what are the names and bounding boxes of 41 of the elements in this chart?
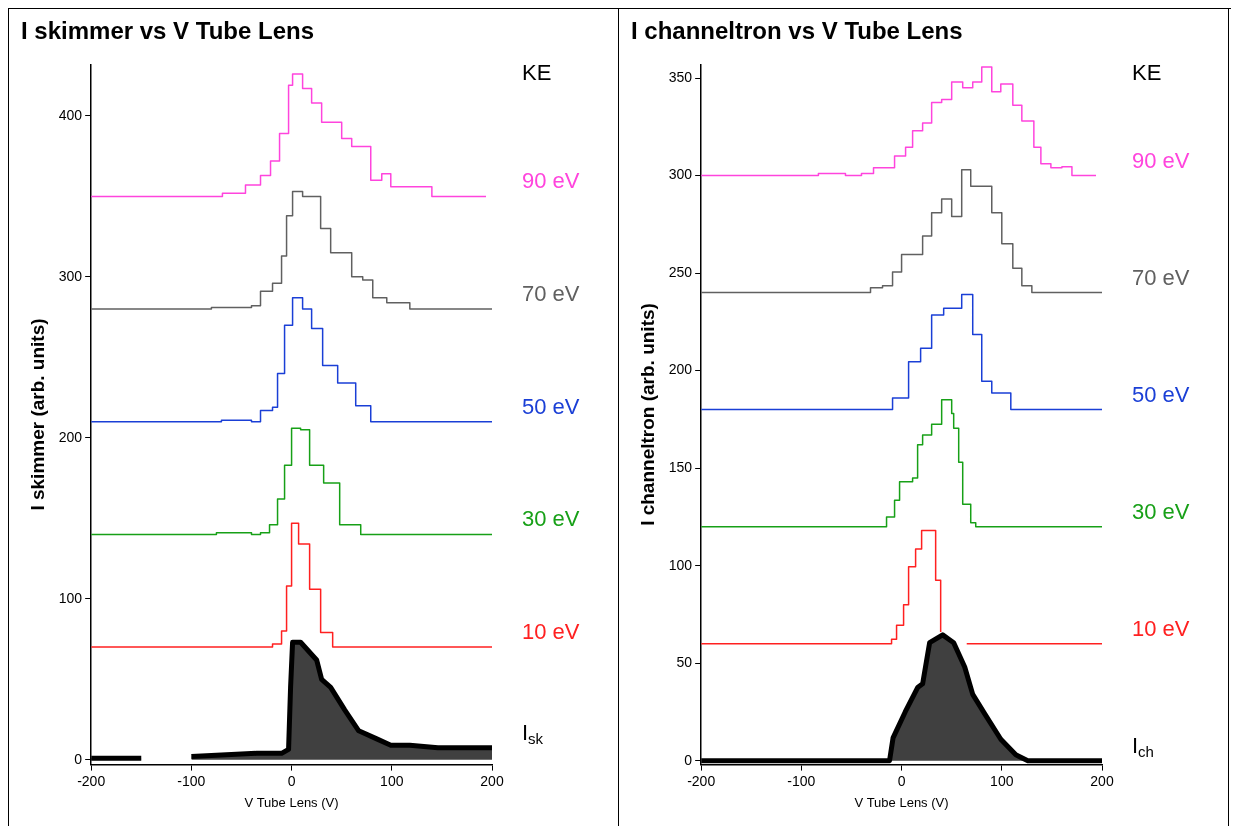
y-axis-title: I channeltron (arb. units) bbox=[636, 303, 658, 526]
series-label: 50 eV bbox=[522, 393, 580, 419]
x-tick-label: 100 bbox=[380, 772, 404, 789]
x-tick-label: -200 bbox=[687, 772, 716, 789]
y-tick-label: 0 bbox=[74, 750, 83, 767]
y-tick-label: 300 bbox=[668, 166, 693, 183]
y-tick-label: 50 bbox=[676, 654, 693, 671]
y-tick-label: 400 bbox=[58, 106, 83, 123]
series-label: 10 eV bbox=[522, 619, 580, 645]
x-axis-title: V Tube Lens (V) bbox=[854, 794, 949, 810]
series-label: 90 eV bbox=[1132, 147, 1190, 173]
y-tick-label: 200 bbox=[668, 361, 693, 378]
series-label: 70 eV bbox=[522, 281, 580, 307]
y-tick-label: 150 bbox=[668, 459, 693, 475]
y-tick-label: 200 bbox=[58, 428, 83, 445]
legend-title: KE bbox=[1132, 60, 1162, 86]
x-tick-label: 0 bbox=[897, 772, 906, 789]
y-axis-title: I skimmer (arb. units) bbox=[26, 318, 48, 511]
y-tick-label: 250 bbox=[668, 263, 693, 280]
y-tick-label: 350 bbox=[668, 68, 693, 85]
legend-title: KE bbox=[522, 60, 552, 86]
x-tick-label: -100 bbox=[177, 772, 206, 789]
y-tick-label: 0 bbox=[684, 751, 693, 768]
x-tick-label: 0 bbox=[287, 772, 296, 789]
series-label: 90 eV bbox=[522, 168, 580, 194]
y-tick-label: 100 bbox=[58, 589, 83, 606]
series-label: 30 eV bbox=[1132, 498, 1190, 524]
chart-title: I skimmer vs V Tube Lens bbox=[20, 16, 315, 46]
x-tick-label: -100 bbox=[787, 772, 816, 789]
series-label: 50 eV bbox=[1132, 381, 1190, 407]
x-tick-label: 200 bbox=[480, 772, 504, 789]
y-tick-label: 300 bbox=[58, 267, 83, 284]
series-label: 10 eV bbox=[1132, 615, 1190, 641]
chart-title: I channeltron vs V Tube Lens bbox=[630, 16, 964, 46]
x-tick-label: 200 bbox=[1090, 772, 1114, 789]
series-label: 30 eV bbox=[522, 506, 580, 532]
y-tick-label: 100 bbox=[668, 556, 693, 573]
x-axis-title: V Tube Lens (V) bbox=[244, 794, 339, 810]
x-tick-label: -200 bbox=[77, 772, 106, 789]
series-label: 70 eV bbox=[1132, 264, 1190, 290]
x-tick-label: 100 bbox=[990, 772, 1014, 789]
